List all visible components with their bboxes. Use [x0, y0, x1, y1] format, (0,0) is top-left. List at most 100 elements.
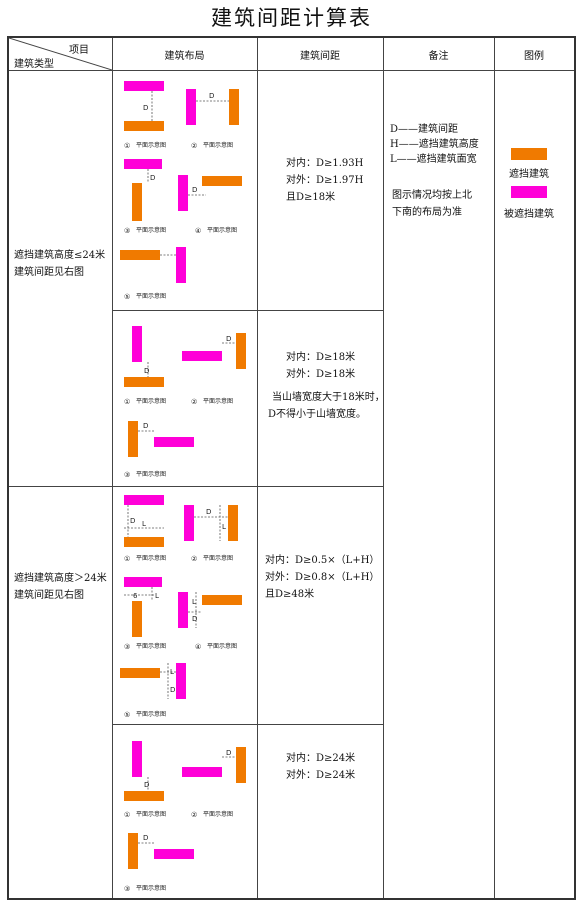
blocking-building: [236, 747, 246, 783]
row-divider: [112, 724, 383, 725]
header-divider: [9, 70, 574, 71]
remark-line: 下南的布局为准: [392, 207, 462, 218]
diagram-label: 平面示意图: [136, 226, 166, 234]
blocking-building: [128, 421, 138, 457]
header-corner-type: 建筑类型: [14, 59, 54, 70]
remark-definitions: D——建筑间距 H——遮挡建筑高度 L——遮挡建筑面宽: [390, 122, 479, 167]
spacing-rule-2: 对内：D≥18米 对外：D≥18米 当山墙宽度大于18米时， D不得小于山墙宽度…: [268, 349, 385, 423]
blocking-building: [120, 250, 160, 260]
layout-diagram-4: D ① 平面示意图 D ② 平面示意图 D ③ 平面示意图: [112, 725, 257, 899]
blocked-building: [124, 81, 164, 91]
spacing-line: 且D≥18米: [286, 192, 336, 203]
diagram-label: 平面示意图: [136, 470, 166, 478]
blocking-building: [120, 668, 160, 678]
blocking-building: [229, 89, 239, 125]
blocking-building: [202, 595, 242, 605]
type-label-line: 建筑间距见右图: [14, 267, 84, 278]
blocked-building: [186, 89, 196, 125]
diagram-label: D: [192, 186, 197, 194]
layout-diagram-1: D ① 平面示意图 D ② 平面示意图 D ③ 平面示意图 D ④ 平面示意图 ⑤ 平面示: [112, 71, 257, 310]
diagram-label: D: [226, 749, 231, 757]
diagram-label: 平面示意图: [136, 397, 166, 405]
spacing-rule-4: 对内：D≥24米 对外：D≥24米: [286, 750, 355, 784]
blocking-building: [128, 833, 138, 869]
diagram-label: 平面示意图: [203, 810, 233, 818]
diagram-label: 平面示意图: [136, 884, 166, 892]
type-label-line: 遮挡建筑高度＞24米: [14, 573, 107, 584]
diagram-label: ⑤: [124, 293, 130, 301]
spacing-rule-3: 对内：D≥0.5×（L+H） 对外：D≥0.8×（L+H） 且D≥48米: [265, 552, 379, 603]
type-label-low: 遮挡建筑高度≤24米 建筑间距见右图: [14, 247, 105, 281]
blocking-building: [132, 183, 142, 221]
blocking-building: [124, 537, 164, 547]
spacing-line: 对外：D≥18米: [286, 369, 356, 380]
row-divider: [112, 310, 383, 311]
spacing-line: 对外：D≥1.97H: [286, 175, 364, 186]
diagram-label: ④: [195, 227, 201, 235]
blocking-building: [124, 121, 164, 131]
diagram-label: 平面示意图: [203, 141, 233, 149]
diagram-label: D: [143, 834, 148, 842]
diagram-label: D: [150, 174, 155, 182]
page-title: 建筑间距计算表: [211, 6, 372, 30]
diagram-label: ①: [124, 811, 130, 819]
diagram-label: L: [170, 668, 174, 676]
remark-line: L——遮挡建筑面宽: [390, 154, 477, 165]
layout-diagram-2: D ① 平面示意图 D ② 平面示意图 D ③ 平面示意图: [112, 311, 257, 486]
diagram-label: L: [155, 592, 159, 600]
blocking-building: [132, 601, 142, 637]
diagram-label: D: [143, 422, 148, 430]
diagram-label: ③: [124, 643, 130, 651]
blocking-building: [124, 377, 164, 387]
diagram-label: ②: [191, 142, 197, 150]
blocked-building: [154, 437, 194, 447]
blocked-building: [184, 505, 194, 541]
blocked-building: [132, 741, 142, 777]
legend-swatch-blocked: [511, 186, 547, 198]
blocking-building: [228, 505, 238, 541]
header-legend: 图例: [524, 50, 544, 62]
blocked-building: [178, 175, 188, 211]
spacing-line: 对外：D≥24米: [286, 770, 356, 781]
spacing-line: 对内：D≥24米: [286, 753, 356, 764]
spacing-line: 当山墙宽度大于18米时，: [272, 392, 385, 403]
header-spacing: 建筑间距: [300, 50, 340, 62]
diagram-label: 平面示意图: [203, 554, 233, 562]
diagram-label: L: [142, 520, 146, 528]
diagram-label: D: [209, 92, 214, 100]
diagram-label: D: [144, 781, 149, 789]
col-divider: [494, 38, 495, 898]
diagram-label: D: [206, 508, 211, 516]
diagram-label: ③: [124, 227, 130, 235]
spacing-table: 项目 建筑类型 建筑布局 建筑间距 备注 图例 遮挡建筑高度≤24米 建筑间距见…: [7, 36, 576, 900]
blocked-building: [178, 592, 188, 628]
remark-line: 图示情况均按上北: [392, 190, 472, 201]
diagram-label: ①: [124, 142, 130, 150]
diagram-label: D: [130, 517, 135, 525]
diagram-label: D: [144, 367, 149, 375]
spacing-line: 对内：D≥1.93H: [286, 158, 364, 169]
spacing-line: 对外：D≥0.8×（L+H）: [265, 572, 380, 583]
diagram-label: D: [226, 335, 231, 343]
diagram-label: D: [170, 686, 175, 694]
remark-line: H——遮挡建筑高度: [390, 139, 479, 150]
diagram-label: 平面示意图: [207, 226, 237, 234]
col-divider: [257, 38, 258, 898]
remark-note: 图示情况均按上北 下南的布局为准: [392, 187, 472, 221]
diagram-label: ⑤: [124, 711, 130, 719]
corner-diagonal: [9, 38, 112, 70]
header-corner-item: 项目: [69, 45, 89, 56]
col-divider: [112, 38, 113, 898]
diagram-label: ③: [124, 471, 130, 479]
diagram-label: 平面示意图: [136, 141, 166, 149]
legend-label-blocked: 被遮挡建筑: [504, 209, 554, 220]
blocking-building: [236, 333, 246, 369]
blocked-building: [124, 577, 162, 587]
blocked-building: [182, 351, 222, 361]
blocked-building: [154, 849, 194, 859]
col-divider: [383, 38, 384, 898]
header-layout: 建筑布局: [164, 50, 205, 62]
type-label-line: 建筑间距见右图: [14, 590, 84, 601]
blocked-building: [182, 767, 222, 777]
section-divider: [9, 486, 383, 487]
